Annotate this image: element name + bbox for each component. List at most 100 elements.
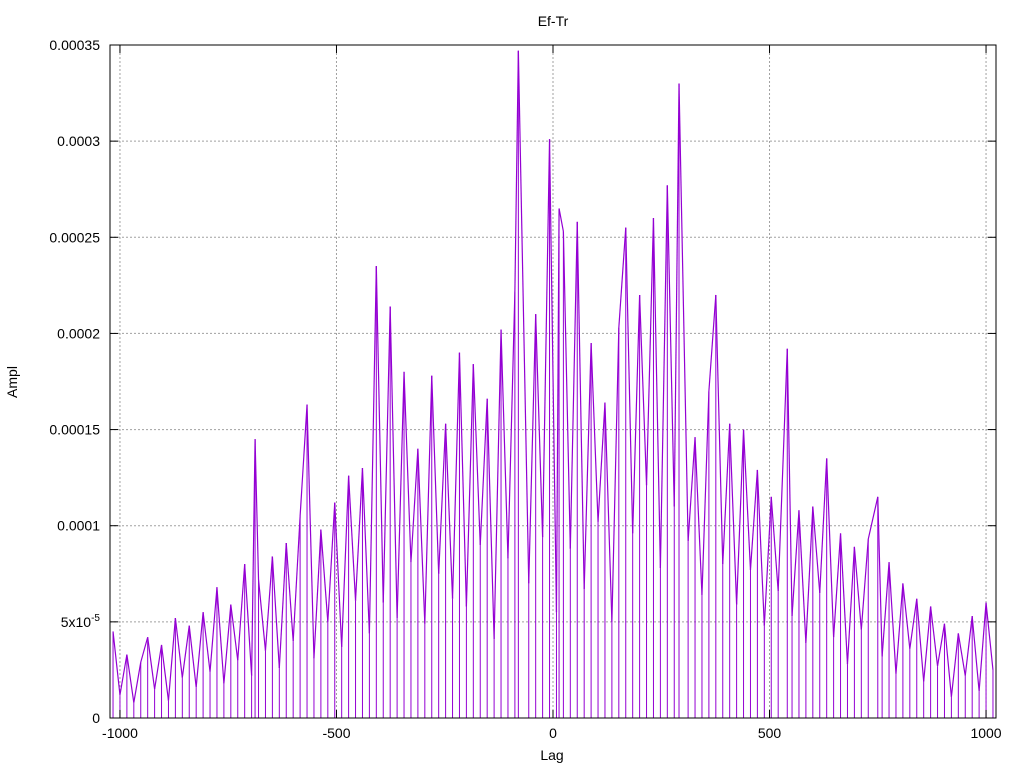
- data-segment: [348, 475, 357, 601]
- data-segment: [278, 542, 287, 669]
- data-segment: [517, 50, 530, 584]
- data-segment: [535, 314, 544, 538]
- data-segment: [112, 631, 121, 695]
- data-segment: [558, 208, 564, 232]
- data-segment: [895, 583, 904, 674]
- data-segment: [424, 375, 433, 624]
- y-tick-label: 0.00015: [49, 422, 100, 438]
- y-tick-label: 0.00035: [49, 37, 100, 53]
- data-segment: [678, 83, 689, 542]
- data-segment: [770, 496, 779, 592]
- data-segment: [562, 231, 571, 549]
- data-segment: [160, 644, 170, 701]
- y-tick-label-base: 0.0003: [57, 133, 100, 149]
- data-segment: [244, 564, 253, 676]
- data-segment: [985, 602, 994, 670]
- y-tick-label-base: 0: [92, 710, 100, 726]
- data-segment: [167, 617, 176, 701]
- y-tick-label-base: 5x10: [61, 614, 92, 630]
- data-segment: [749, 469, 758, 570]
- data-segment: [604, 402, 613, 622]
- y-tick-label-exponent: -5: [91, 613, 100, 624]
- data-segment: [839, 533, 849, 665]
- y-axis-label: Ampl: [4, 366, 20, 398]
- data-segment: [881, 562, 890, 657]
- data-segment: [964, 616, 973, 676]
- data-segment: [375, 266, 384, 603]
- data-segment: [888, 562, 897, 674]
- data-segment: [639, 294, 648, 486]
- series-ampl: [112, 50, 994, 718]
- data-segment: [486, 398, 495, 640]
- data-segment: [542, 139, 551, 538]
- data-segment: [472, 364, 481, 545]
- data-segment: [417, 448, 426, 624]
- data-segment: [645, 218, 655, 486]
- data-segment: [812, 506, 821, 594]
- y-tick-label: 0.0003: [57, 133, 100, 149]
- x-tick-label: -1000: [102, 725, 138, 741]
- data-segment: [902, 583, 911, 649]
- data-segment: [569, 221, 578, 549]
- data-segment: [254, 439, 260, 580]
- y-tick-label-base: 0.0002: [57, 325, 100, 341]
- data-segment: [306, 404, 315, 659]
- data-segment: [119, 654, 128, 696]
- data-segment: [687, 437, 696, 542]
- data-segment: [216, 587, 225, 684]
- data-segment: [403, 371, 412, 563]
- data-segment: [673, 83, 680, 507]
- data-segment: [659, 185, 668, 569]
- data-segment: [140, 637, 149, 663]
- data-segment: [694, 437, 703, 595]
- x-tick-label: 500: [758, 725, 782, 741]
- data-segment: [853, 546, 862, 630]
- data-segment: [147, 637, 156, 690]
- chart-title: Ef-Tr: [538, 13, 569, 29]
- data-segment: [292, 516, 301, 642]
- data-segment: [860, 539, 869, 630]
- data-segment: [257, 579, 267, 651]
- data-segment: [133, 662, 142, 703]
- y-tick-label: 5x10-5: [61, 613, 101, 630]
- data-segment: [313, 529, 322, 659]
- data-segment: [826, 458, 835, 638]
- data-segment: [805, 506, 814, 644]
- data-segment: [514, 50, 519, 292]
- data-segment: [909, 598, 918, 649]
- data-segment: [736, 429, 745, 605]
- y-tick-label-base: 0.0001: [57, 518, 100, 534]
- data-segment: [451, 352, 461, 599]
- data-segment: [230, 604, 239, 661]
- data-segment: [479, 398, 488, 545]
- data-segment: [666, 185, 675, 507]
- data-segment: [493, 329, 502, 640]
- y-tick-label-base: 0.00035: [49, 37, 100, 53]
- data-segment: [548, 139, 558, 613]
- data-segment: [916, 598, 925, 682]
- data-segment: [957, 633, 966, 676]
- data-segment: [195, 612, 204, 688]
- data-segment: [576, 221, 585, 590]
- data-segment: [237, 564, 246, 661]
- data-segment: [223, 604, 232, 684]
- data-segment: [708, 294, 717, 392]
- data-segment: [410, 448, 419, 563]
- data-segment: [188, 625, 197, 688]
- data-segment: [786, 348, 793, 617]
- data-segment: [763, 496, 772, 626]
- data-segment: [334, 502, 343, 647]
- data-segment: [209, 587, 218, 672]
- data-segment: [950, 633, 959, 697]
- data-segment: [867, 496, 879, 540]
- data-segment: [299, 404, 308, 517]
- data-segment: [361, 468, 370, 634]
- data-segment: [389, 306, 398, 619]
- data-segment: [833, 533, 842, 638]
- data-segment: [154, 644, 163, 690]
- data-segment: [618, 227, 627, 328]
- data-segment: [791, 510, 800, 617]
- y-tick-label: 0.0001: [57, 518, 100, 534]
- data-segment: [507, 291, 516, 559]
